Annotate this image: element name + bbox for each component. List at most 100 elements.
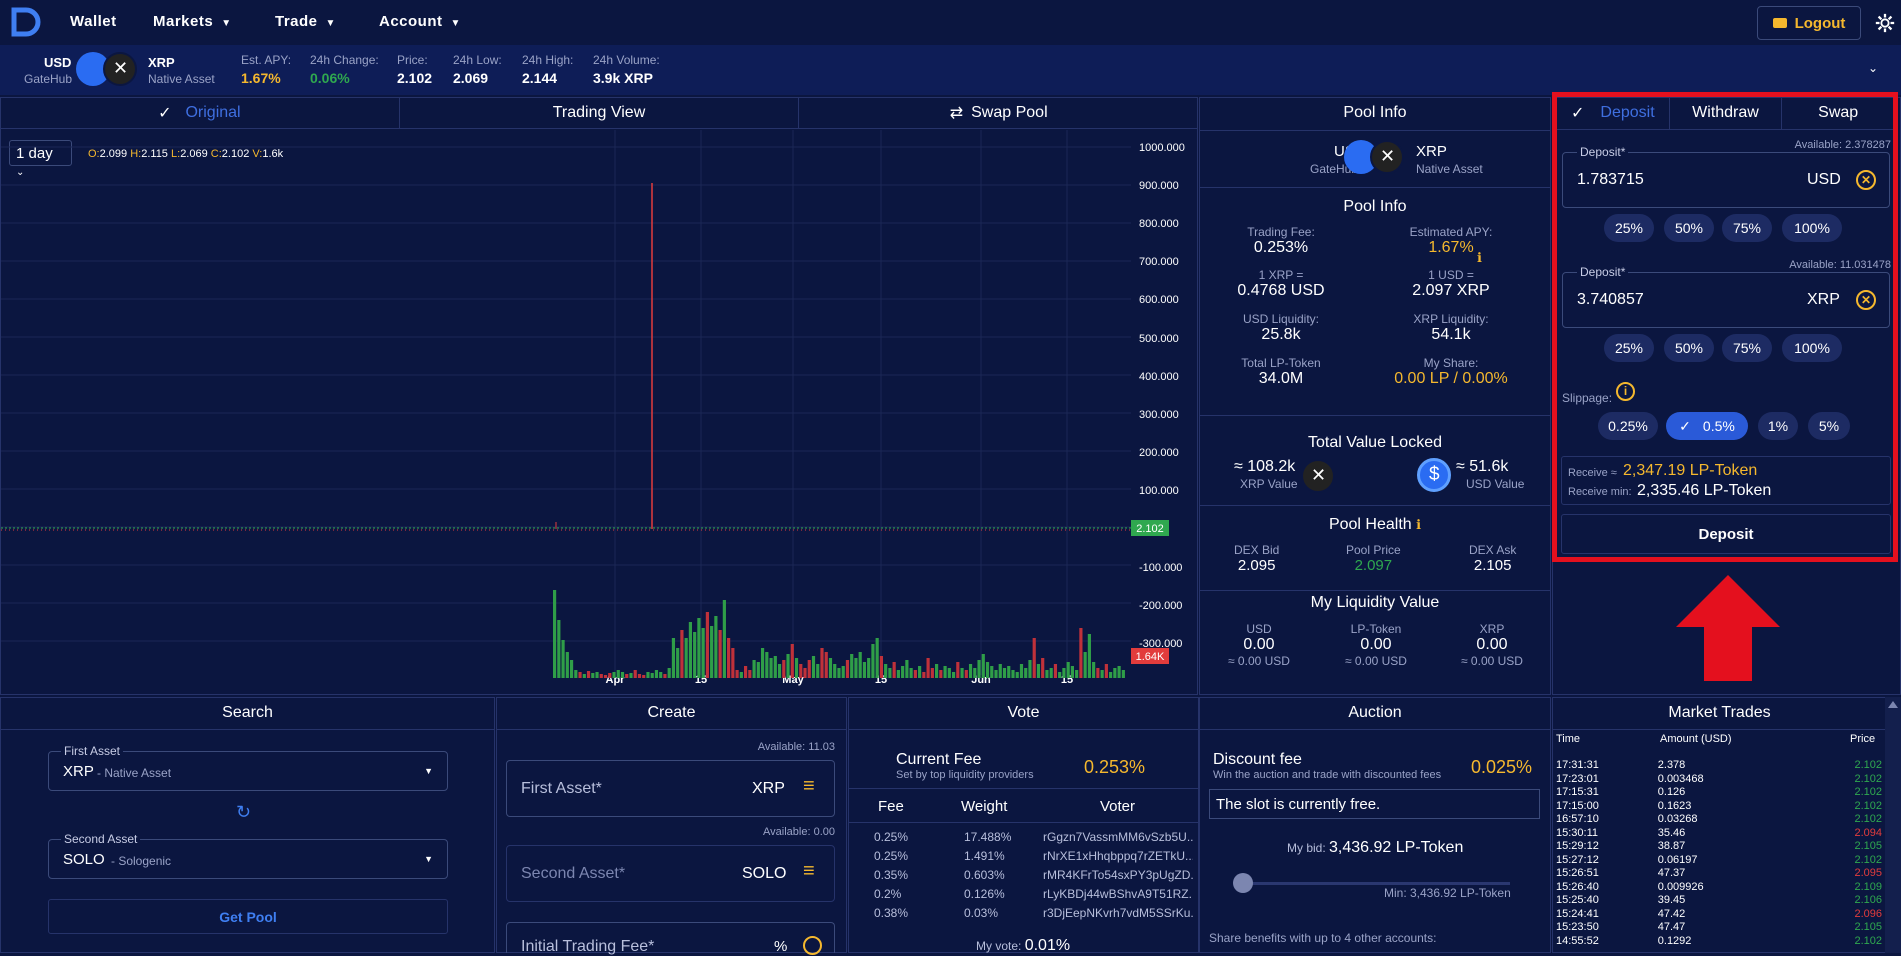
asset2-code: XRP (148, 55, 175, 70)
my-bid: My bid: 3,436.92 LP-Token (1287, 839, 1464, 856)
volume-bar (862, 662, 867, 678)
clear-icon[interactable]: ✕ (1856, 290, 1876, 310)
nav-wallet[interactable]: Wallet (70, 13, 117, 30)
volume-bar (739, 672, 743, 678)
y-tick-label: -100.000 (1139, 562, 1182, 574)
chart-tabs: ✓ Original Trading View ⇄ Swap Pool (0, 97, 1198, 129)
deposit-usd-input[interactable]: 1.783715 (1577, 171, 1644, 188)
info-icon[interactable]: ℹ (1477, 250, 1482, 265)
slippage-1-button[interactable]: ✓ 0.5% (1666, 412, 1748, 440)
volume-bar (1032, 638, 1036, 678)
pool-stat-xrp: 1 XRP = 0.4768 USD (1237, 268, 1325, 299)
volume-bar (794, 658, 799, 678)
volume-bar (650, 673, 654, 678)
deposit-usd-field[interactable]: Deposit* 1.783715 USD ✕ (1562, 145, 1890, 208)
chevron-down-icon: ▼ (450, 18, 461, 29)
volume-bar (701, 628, 705, 678)
info-icon[interactable]: ℹ (1416, 517, 1422, 532)
list-item: 17:23:01 0.003468 2.102 (1556, 772, 1882, 785)
second-asset-select[interactable]: Second Asset SOLO - Sologenic ▼ (48, 832, 448, 879)
list-item: 15:23:50 47.47 2.105 (1556, 921, 1882, 933)
current-fee-value: 0.253% (1084, 757, 1146, 777)
volume-bar (1011, 670, 1015, 678)
slippage-0-button[interactable]: 0.25% (1598, 412, 1658, 440)
volume-bar (557, 620, 561, 678)
nav-trade[interactable]: Trade ▼ (275, 13, 336, 30)
deposit-xrp-field[interactable]: Deposit* 3.740857 XRP ✕ (1562, 265, 1890, 328)
create-first-asset-field[interactable]: First Asset* XRP ≡ (506, 760, 835, 817)
y-tick-label: -300.000 (1139, 638, 1182, 650)
get-pool-button[interactable]: Get Pool (48, 899, 448, 934)
pool-stat-share: My Share: 0.00 LP / 0.00% (1394, 356, 1508, 387)
tab-original[interactable]: ✓ Original (0, 97, 400, 128)
market-trades-title: Market Trades (1668, 704, 1771, 721)
percent-100-button[interactable]: 100% (1782, 334, 1842, 362)
tab-trading-view[interactable]: Trading View (400, 97, 800, 128)
volume-bar (858, 652, 862, 678)
asset2-issuer: Native Asset (148, 72, 215, 86)
tab-deposit[interactable]: ✓ Deposit (1557, 97, 1670, 129)
tab-swap-pool[interactable]: ⇄ Swap Pool (949, 103, 1048, 122)
percent-75-button[interactable]: 75% (1722, 214, 1772, 242)
percent-50-button[interactable]: 50% (1664, 334, 1714, 362)
percent-100-button[interactable]: 100% (1782, 214, 1842, 242)
volume-bar (901, 666, 905, 678)
volume-bar (599, 674, 603, 678)
tab-swap[interactable]: Swap (1818, 104, 1859, 121)
volume-bar (1015, 672, 1019, 678)
nav-markets[interactable]: Markets ▼ (153, 13, 232, 30)
logout-button[interactable]: Logout (1757, 6, 1861, 40)
pool-stat-xrpliq: XRP Liquidity: 54.1k (1413, 312, 1489, 343)
y-tick-label: 400.000 (1139, 371, 1179, 383)
percent-50-button[interactable]: 50% (1664, 214, 1714, 242)
bid-slider-track[interactable] (1242, 882, 1510, 885)
create-second-asset-field[interactable]: Second Asset* SOLO ≡ (506, 845, 835, 902)
slippage-3-button[interactable]: 5% (1808, 412, 1850, 440)
initial-fee-field[interactable]: Initial Trading Fee* % (506, 922, 835, 955)
interval-select[interactable]: 1 day ⌄ (9, 140, 72, 178)
percent-25-button[interactable]: 25% (1604, 214, 1654, 242)
volume-bar (654, 670, 659, 678)
scrollbar[interactable] (1885, 697, 1901, 953)
volume-bar (854, 658, 858, 678)
gear-icon[interactable] (1874, 12, 1896, 34)
nav-account[interactable]: Account ▼ (379, 13, 461, 30)
info-icon[interactable]: i (1616, 382, 1635, 401)
volume-bar (913, 670, 917, 678)
first-asset-select[interactable]: First Asset XRP - Native Asset ▼ (48, 744, 448, 791)
list-item: 16:57:10 0.03268 2.102 (1556, 813, 1882, 825)
volume-bar (888, 668, 892, 678)
percent-25-button[interactable]: 25% (1604, 334, 1654, 362)
y-tick-label: 900.000 (1139, 180, 1179, 192)
y-tick-label: 100.000 (1139, 485, 1179, 497)
volume-bar (1121, 670, 1125, 678)
deposit-xrp-input[interactable]: 3.740857 (1577, 291, 1644, 308)
volume-bar (769, 658, 773, 678)
volume-bar (595, 672, 599, 678)
bid-slider-handle[interactable] (1233, 873, 1253, 893)
volume-bar (875, 638, 879, 678)
price-volume-chart[interactable]: 1000.000 900.000 800.000 700.000 600.000 500.… (1, 130, 1197, 694)
list-item: 15:24:41 47.42 2.096 (1556, 907, 1882, 920)
market-trades-panel (1552, 697, 1901, 953)
deposit-button[interactable]: Deposit (1561, 514, 1891, 554)
volume-bar (820, 648, 824, 678)
refresh-icon[interactable]: ↻ (236, 802, 252, 822)
volume-bar (565, 652, 569, 678)
tab-withdraw[interactable]: Withdraw (1670, 97, 1783, 129)
volume-bar (773, 656, 777, 678)
xrp-coin-icon: ✕ (1301, 459, 1335, 493)
volume-bar (620, 672, 625, 678)
chevron-down-icon[interactable]: ⌄ (1868, 61, 1879, 75)
top-bar: Wallet Markets ▼ Trade ▼ Account ▼ Logout (0, 0, 1901, 45)
list-item: 17:15:31 0.126 2.102 (1556, 786, 1882, 798)
clear-icon[interactable]: ✕ (1856, 170, 1876, 190)
logo-icon[interactable] (10, 6, 42, 38)
auction-title: Auction (1348, 704, 1402, 721)
volume-bar (879, 656, 884, 678)
slippage-2-button[interactable]: 1% (1758, 412, 1798, 440)
price-tag-bg (1131, 520, 1169, 536)
volume-bar (845, 660, 850, 678)
dex-ask: DEX Ask 2.105 (1469, 543, 1517, 574)
percent-75-button[interactable]: 75% (1722, 334, 1772, 362)
